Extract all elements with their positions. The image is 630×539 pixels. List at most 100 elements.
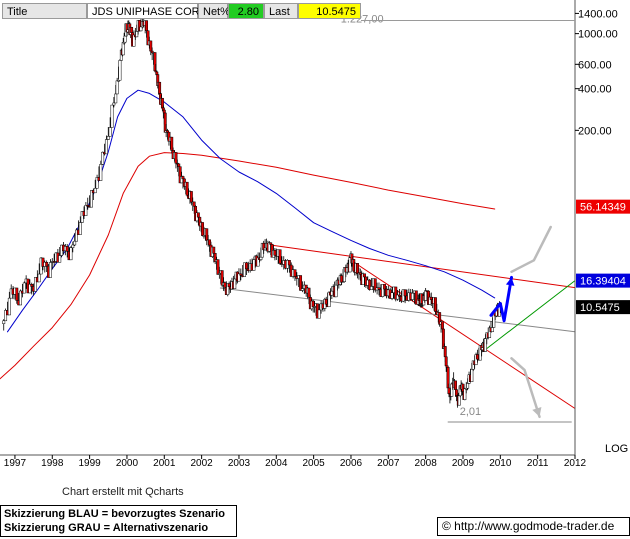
price-candle — [78, 222, 82, 235]
net-label: Net% — [203, 6, 230, 18]
price-candle — [4, 310, 8, 322]
price-candle — [490, 327, 494, 333]
price-candle — [429, 296, 433, 300]
price-candle — [170, 136, 174, 151]
price-candle — [75, 229, 78, 242]
price-candle — [101, 151, 105, 165]
trend-line-0 — [264, 243, 576, 289]
price-candle — [19, 290, 22, 306]
price-label-text-2: 10.5475 — [580, 302, 620, 314]
price-candle — [244, 262, 248, 270]
price-candle — [370, 286, 373, 291]
price-candle — [22, 282, 26, 294]
price-candle — [108, 127, 112, 137]
y-tick-label-4: 200.00 — [578, 125, 612, 137]
price-candle — [239, 273, 243, 276]
price-candle — [411, 292, 415, 300]
y-tick-label-2: 600.00 — [578, 59, 612, 71]
price-candle — [174, 152, 178, 164]
price-candle — [373, 278, 377, 291]
price-candle — [259, 256, 263, 260]
price-candle — [205, 228, 209, 241]
price-candle — [93, 188, 97, 194]
price-candle — [227, 283, 231, 287]
ticker-name: JDS UNIPHASE CORP — [92, 6, 207, 18]
price-candle — [69, 247, 73, 261]
x-tick-label-3: 2000 — [116, 458, 139, 469]
y-tick-label-3: 400.00 — [578, 84, 612, 96]
net-label-cell: Net% — [198, 3, 230, 19]
x-tick-label-7: 2004 — [265, 458, 288, 469]
price-candle — [123, 35, 127, 43]
price-candle — [300, 288, 304, 291]
price-candle — [90, 190, 93, 208]
price-candle — [368, 279, 372, 291]
price-candle — [177, 163, 181, 167]
price-candle — [104, 139, 108, 155]
x-tick-label-14: 2011 — [527, 458, 549, 469]
price-candle — [394, 286, 398, 300]
price-candle — [95, 177, 99, 189]
x-tick-label-9: 2006 — [340, 458, 363, 469]
title-label-cell: Title — [2, 3, 87, 19]
price-candle — [273, 250, 277, 256]
price-candle — [135, 31, 139, 38]
price-label-text-0: 56.14349 — [580, 202, 626, 214]
price-candle — [52, 261, 56, 263]
price-candle — [434, 297, 437, 312]
x-tick-label-6: 2003 — [228, 458, 251, 469]
legend-blue: Skizzierung BLAU = bevorzugtes Szenario — [4, 508, 225, 520]
price-candle — [441, 321, 444, 330]
price-candle — [363, 273, 366, 278]
price-candle — [162, 109, 166, 114]
price-label-box-0 — [576, 199, 630, 214]
scenario-gray-arrow-1 — [532, 406, 542, 417]
price-candle — [212, 246, 216, 254]
ticker-name-cell: JDS UNIPHASE CORP — [87, 3, 207, 19]
y-scale-label: LOG — [605, 443, 628, 455]
price-label-box-1 — [576, 273, 630, 288]
price-candle — [381, 284, 385, 297]
scenario-gray-path-1 — [510, 357, 541, 419]
price-candle — [340, 275, 344, 283]
price-candle — [30, 284, 34, 287]
x-tick-label-1: 1998 — [41, 458, 64, 469]
price-candle — [145, 20, 149, 31]
trend-line-1 — [350, 259, 576, 409]
header-rule — [361, 20, 575, 21]
price-candle — [216, 259, 220, 275]
price-candle — [223, 282, 227, 288]
price-candle — [237, 273, 241, 282]
price-candle — [155, 71, 159, 75]
price-candle — [414, 290, 418, 305]
net-value-cell: 2.80 — [228, 3, 264, 19]
scenario-layer — [489, 225, 552, 419]
price-candle — [307, 287, 311, 298]
price-candle — [233, 278, 237, 290]
source-url[interactable]: © http://www.godmode-trader.de — [437, 517, 630, 536]
price-series-layer — [2, 14, 502, 408]
plot-area — [0, 22, 575, 454]
price-candle — [463, 388, 467, 400]
scenario-blue-arrow — [505, 277, 515, 286]
price-candle — [28, 284, 32, 294]
price-candle — [158, 81, 162, 94]
price-candle — [334, 284, 338, 298]
price-candle — [324, 298, 328, 305]
price-candle — [114, 93, 118, 104]
price-candle — [377, 287, 381, 290]
price-candle — [84, 205, 88, 216]
last-label-cell: Last — [264, 3, 298, 19]
price-candle — [45, 262, 49, 267]
price-candle — [383, 284, 387, 290]
annotation-1: 2,01 — [460, 406, 481, 418]
x-tick-label-5: 2002 — [190, 458, 213, 469]
price-candle — [2, 320, 6, 324]
x-tick-label-13: 2010 — [489, 458, 512, 469]
price-candle — [443, 346, 447, 358]
y-axis: 1400.00 1000.00 600.00 400.00 200.00 — [575, 8, 618, 137]
price-candle — [287, 260, 291, 266]
price-candle — [115, 80, 119, 95]
price-candle — [403, 289, 407, 297]
